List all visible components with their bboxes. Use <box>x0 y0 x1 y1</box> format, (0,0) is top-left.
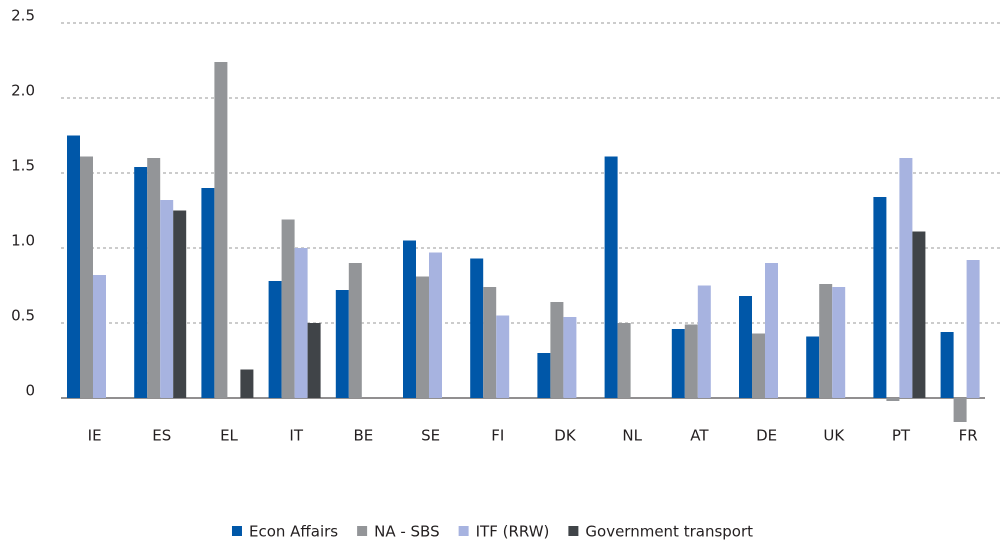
bar <box>953 398 967 422</box>
bar <box>294 248 308 398</box>
bar <box>403 240 416 398</box>
bar <box>940 332 954 398</box>
bar <box>563 317 577 398</box>
bar <box>886 398 900 401</box>
bar <box>752 333 765 398</box>
y-tick-label: 0 <box>25 382 35 400</box>
x-tick-label: DE <box>756 427 777 445</box>
x-tick-label: IT <box>289 427 303 445</box>
bar <box>832 287 846 398</box>
bar <box>201 188 215 398</box>
bar <box>550 302 564 398</box>
y-tick-label: 1.5 <box>11 157 35 175</box>
x-tick-label: BE <box>354 427 374 445</box>
bar <box>335 290 349 398</box>
bar <box>873 197 887 398</box>
x-tick-label: ES <box>152 427 171 445</box>
bar <box>899 158 913 398</box>
x-tick-label: EL <box>220 427 238 445</box>
bar <box>765 263 778 398</box>
bar <box>134 167 148 398</box>
bar <box>416 276 429 398</box>
y-tick-label: 1.0 <box>11 232 35 250</box>
legend-label: ITF (RRW) <box>476 523 550 541</box>
legend-swatch <box>458 526 469 536</box>
y-tick-label: 2.0 <box>11 82 35 100</box>
bar <box>348 263 362 398</box>
bar <box>483 287 497 398</box>
x-tick-label: AT <box>690 427 709 445</box>
bar <box>496 315 510 398</box>
bar <box>697 285 711 398</box>
bar <box>684 324 698 398</box>
x-tick-label: PT <box>892 427 911 445</box>
bar <box>147 158 161 398</box>
legend-swatch <box>568 526 579 536</box>
legend-label: Econ Affairs <box>249 523 338 541</box>
y-tick-label: 2.5 <box>11 7 35 25</box>
bar <box>671 329 685 398</box>
x-tick-label: SE <box>421 427 440 445</box>
y-tick-label: 0.5 <box>11 307 35 325</box>
bar <box>537 353 551 398</box>
bar <box>739 296 752 398</box>
bar <box>617 323 631 398</box>
bar <box>470 258 484 398</box>
bar <box>966 260 980 398</box>
bar <box>307 323 321 398</box>
bar <box>268 281 282 398</box>
bar <box>429 252 442 398</box>
bar <box>80 156 93 398</box>
legend-label: Government transport <box>585 523 753 541</box>
x-tick-label: NL <box>622 427 642 445</box>
bar <box>806 336 820 398</box>
bar <box>160 200 174 398</box>
bar <box>67 135 80 398</box>
bar <box>281 219 295 398</box>
x-tick-label: FI <box>491 427 504 445</box>
bar <box>173 210 187 398</box>
bar <box>240 369 254 398</box>
bar <box>214 62 228 398</box>
x-tick-label: UK <box>823 427 845 445</box>
x-tick-label: DK <box>554 427 577 445</box>
x-tick-label: FR <box>959 427 978 445</box>
bar <box>819 284 833 398</box>
bar <box>912 231 926 398</box>
bar <box>604 156 618 398</box>
legend-swatch <box>231 526 242 536</box>
x-tick-label: IE <box>88 427 102 445</box>
bar <box>93 275 106 398</box>
legend-swatch <box>357 526 368 536</box>
legend-label: NA - SBS <box>374 523 440 541</box>
